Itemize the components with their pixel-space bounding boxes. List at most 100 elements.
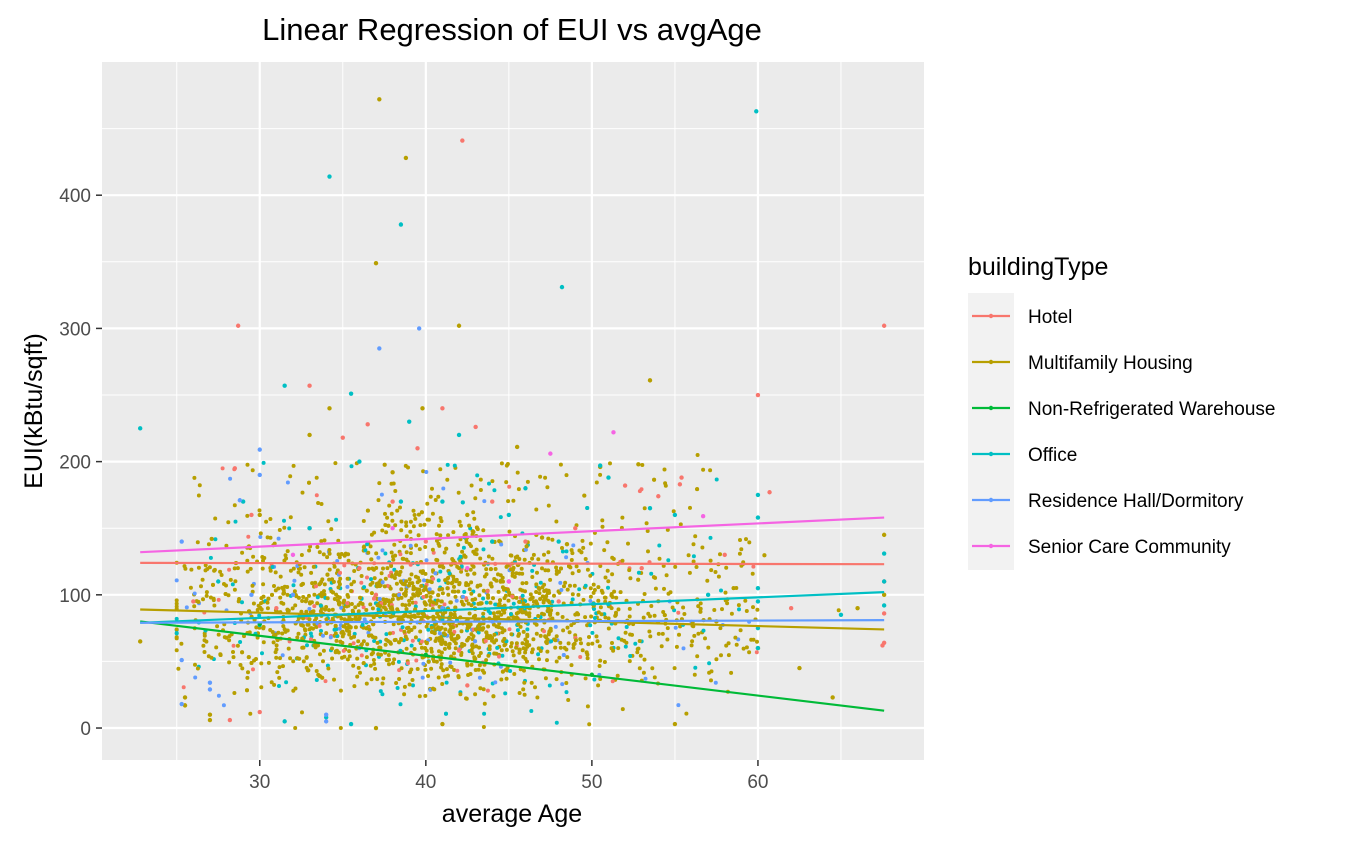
cloud-point xyxy=(416,593,421,598)
cloud-point xyxy=(341,648,346,653)
cloud-point xyxy=(368,602,373,607)
cloud-point xyxy=(564,555,569,560)
cloud-point xyxy=(403,603,408,608)
cloud-point xyxy=(333,650,338,655)
regression-lines xyxy=(140,516,885,712)
cloud-point xyxy=(259,607,264,612)
cloud-point xyxy=(453,594,458,599)
cloud-point xyxy=(255,607,260,612)
cloud-point xyxy=(708,558,713,563)
data-point xyxy=(257,512,262,518)
cloud-point xyxy=(384,530,389,535)
cloud-point xyxy=(282,518,286,523)
cloud-point xyxy=(332,627,337,632)
cloud-point xyxy=(338,726,343,730)
data-point xyxy=(182,703,188,708)
cloud-point xyxy=(662,467,667,472)
cloud-point xyxy=(421,661,426,666)
cloud-point xyxy=(270,592,274,597)
cloud-point xyxy=(204,590,209,595)
cloud-point xyxy=(391,630,395,635)
cloud-point xyxy=(390,597,395,602)
cloud-point xyxy=(343,551,348,556)
data-point xyxy=(705,592,711,598)
cloud-point xyxy=(434,532,439,537)
cloud-point xyxy=(416,512,421,517)
cloud-point xyxy=(330,646,334,651)
cloud-point xyxy=(570,592,575,597)
cloud-point xyxy=(545,649,550,654)
cloud-point xyxy=(441,486,446,491)
cloud-point xyxy=(259,685,264,690)
cloud-point xyxy=(561,628,566,633)
cloud-point xyxy=(261,582,266,587)
cloud-point xyxy=(457,519,462,524)
cloud-point xyxy=(245,675,250,680)
cloud-point xyxy=(338,576,343,581)
cloud-point xyxy=(216,632,221,637)
cloud-point xyxy=(316,643,320,648)
grid-minor xyxy=(102,62,924,760)
cloud-point xyxy=(249,661,254,665)
cloud-point xyxy=(729,611,734,616)
cloud-point xyxy=(314,493,319,498)
cloud-point xyxy=(516,622,521,627)
data-point xyxy=(207,712,213,717)
cloud-point xyxy=(281,664,285,669)
cloud-point xyxy=(382,462,387,467)
cloud-point xyxy=(614,610,618,615)
cloud-point xyxy=(409,596,414,601)
cloud-point xyxy=(339,552,344,556)
cloud-point xyxy=(646,611,651,616)
cloud-point xyxy=(381,605,386,610)
cloud-point xyxy=(411,524,416,529)
cloud-point xyxy=(544,594,549,599)
y-tick-label: 400 xyxy=(59,186,91,207)
cloud-point xyxy=(364,681,369,686)
cloud-point xyxy=(278,656,282,661)
cloud-point xyxy=(341,600,346,605)
cloud-point xyxy=(301,595,306,599)
data-point xyxy=(556,599,561,604)
cloud-point xyxy=(726,653,731,658)
cloud-point xyxy=(538,597,543,601)
cloud-point xyxy=(592,616,597,620)
cloud-point xyxy=(254,625,259,630)
cloud-point xyxy=(516,610,521,615)
cloud-point xyxy=(478,477,483,482)
cloud-point xyxy=(213,516,218,521)
cloud-point xyxy=(355,656,360,661)
cloud-point xyxy=(260,555,265,559)
cloud-point xyxy=(352,684,357,689)
cloud-point xyxy=(553,624,558,629)
cloud-point xyxy=(374,581,379,586)
cloud-point xyxy=(497,654,501,659)
cloud-point xyxy=(327,548,332,552)
cloud-point xyxy=(420,675,425,680)
cloud-point xyxy=(417,547,422,552)
cloud-point xyxy=(397,677,402,681)
cloud-point xyxy=(404,520,409,525)
cloud-point xyxy=(257,613,262,618)
cloud-point xyxy=(472,571,477,576)
cloud-point xyxy=(395,686,400,690)
cloud-point xyxy=(481,596,486,601)
x-tick-label: 30 xyxy=(249,772,270,793)
cloud-point xyxy=(482,499,487,504)
cloud-point xyxy=(335,559,340,563)
cloud-point xyxy=(436,593,441,598)
cloud-point xyxy=(391,593,396,598)
data-point xyxy=(227,717,233,723)
cloud-point xyxy=(201,643,206,648)
cloud-point xyxy=(664,573,669,578)
cloud-point xyxy=(450,557,455,561)
cloud-point xyxy=(404,579,409,584)
data-point xyxy=(357,565,362,571)
cloud-point xyxy=(419,510,424,515)
cloud-point xyxy=(435,538,439,543)
cloud-point xyxy=(393,489,398,493)
legend-label: Senior Care Community xyxy=(1028,537,1231,558)
cloud-point xyxy=(398,552,403,557)
cloud-point xyxy=(598,472,603,477)
